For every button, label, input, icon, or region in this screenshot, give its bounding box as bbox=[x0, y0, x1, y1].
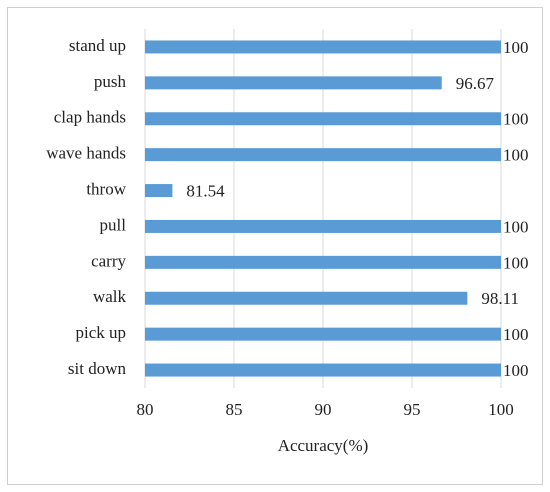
bar bbox=[145, 148, 501, 162]
bar bbox=[145, 219, 501, 233]
y-tick-label: walk bbox=[93, 287, 127, 306]
data-label: 100 bbox=[503, 38, 529, 57]
data-label: 100 bbox=[503, 325, 529, 344]
data-label: 100 bbox=[503, 253, 529, 272]
bar bbox=[145, 184, 173, 198]
y-tick-label: stand up bbox=[69, 36, 126, 55]
bar bbox=[145, 255, 501, 269]
y-tick-label: clap hands bbox=[54, 108, 126, 127]
bar bbox=[145, 112, 501, 126]
y-tick-label: wave hands bbox=[46, 144, 126, 163]
data-label: 98.11 bbox=[481, 289, 519, 308]
x-tick-label: 95 bbox=[404, 400, 421, 419]
bar bbox=[145, 363, 501, 377]
data-label: 100 bbox=[503, 146, 529, 165]
data-label: 100 bbox=[503, 110, 529, 129]
x-axis-label: Accuracy(%) bbox=[278, 436, 369, 455]
data-label: 100 bbox=[503, 217, 529, 236]
y-tick-label: carry bbox=[91, 251, 126, 270]
y-tick-label: push bbox=[94, 72, 127, 91]
y-tick-label: sit down bbox=[68, 359, 127, 378]
bar bbox=[145, 327, 501, 341]
y-tick-label: pick up bbox=[75, 323, 126, 342]
x-tick-label: 90 bbox=[315, 400, 332, 419]
x-tick-label: 85 bbox=[226, 400, 243, 419]
x-tick-label: 80 bbox=[137, 400, 154, 419]
bar bbox=[145, 40, 501, 54]
bar bbox=[145, 291, 468, 305]
bar bbox=[145, 76, 442, 90]
data-label: 100 bbox=[503, 361, 529, 380]
y-tick-label: throw bbox=[86, 179, 126, 198]
data-label: 96.67 bbox=[456, 74, 495, 93]
y-tick-label: pull bbox=[100, 215, 127, 234]
data-label: 81.54 bbox=[186, 181, 225, 200]
x-tick-label: 100 bbox=[488, 400, 514, 419]
